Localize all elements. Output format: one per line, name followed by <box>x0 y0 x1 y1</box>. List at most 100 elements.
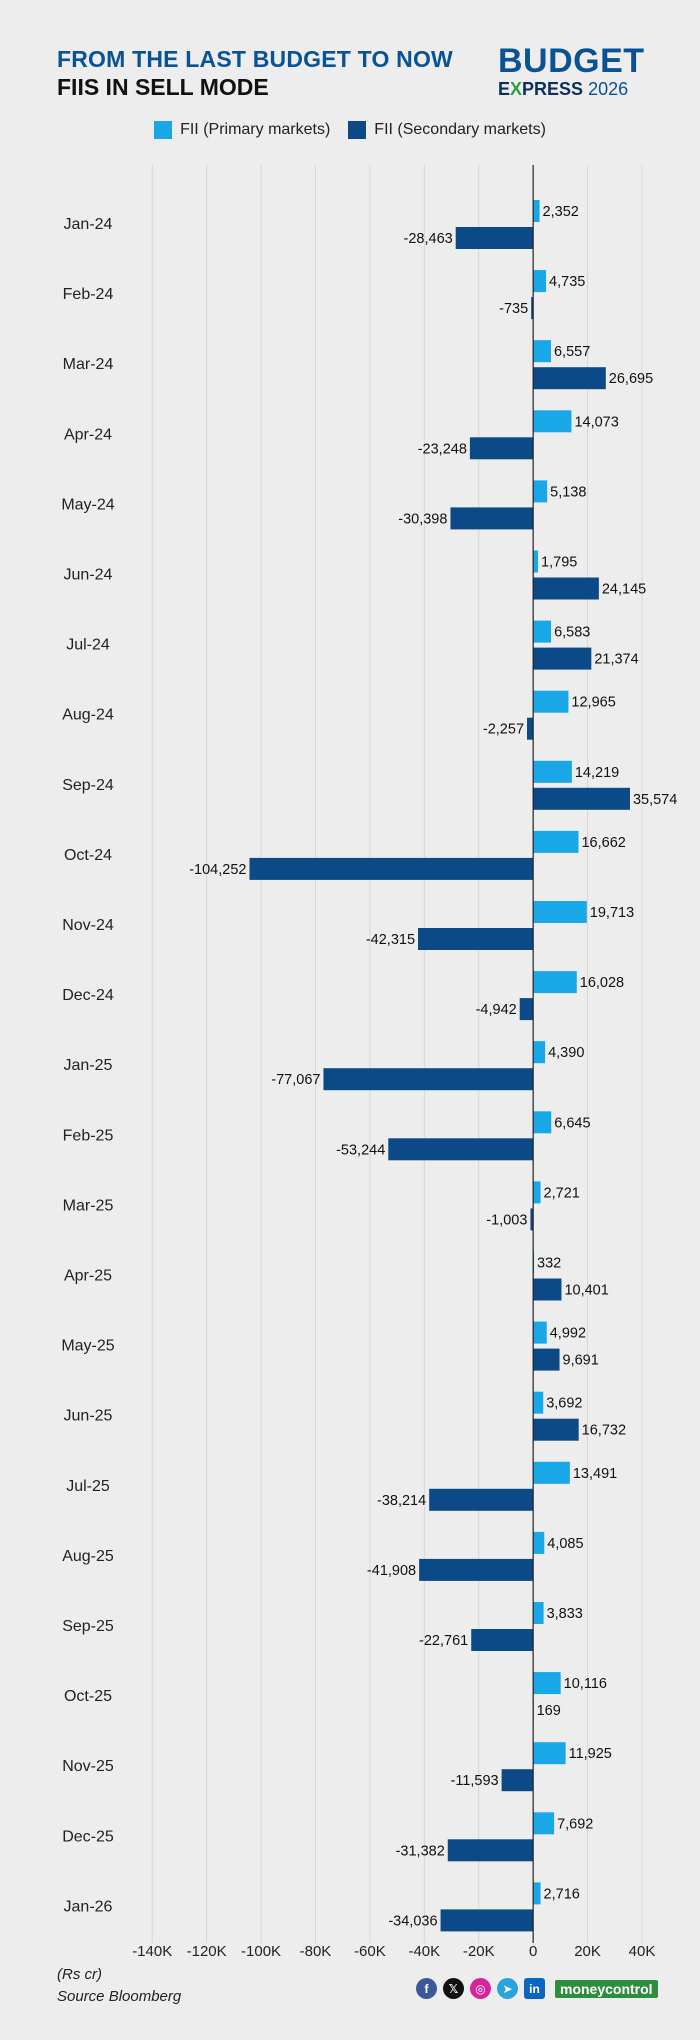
logo-bottom-text: EXPRESS 2026 <box>498 79 629 99</box>
bar-secondary <box>455 227 534 249</box>
data-label-primary: 13,491 <box>573 1466 617 1482</box>
x-tick-label: -140K <box>132 1943 172 1960</box>
data-label-secondary: -22,761 <box>419 1633 468 1649</box>
bar-primary <box>533 340 551 363</box>
bar-primary <box>533 971 577 994</box>
data-label-secondary: 9,691 <box>563 1353 599 1369</box>
bar-secondary <box>533 1418 579 1441</box>
telegram-icon[interactable]: ➤ <box>497 1978 518 1999</box>
bar-primary <box>533 1321 547 1344</box>
bar-secondary <box>533 1348 560 1371</box>
bar-secondary <box>531 297 534 320</box>
linkedin-icon[interactable]: in <box>524 1978 545 1999</box>
data-label-secondary: 10,401 <box>564 1283 608 1299</box>
bar-primary <box>533 270 547 293</box>
bar-primary <box>533 1672 561 1695</box>
bar-secondary <box>527 717 534 740</box>
data-label-primary: 10,116 <box>564 1676 607 1692</box>
category-label: Jan-25 <box>64 1057 113 1074</box>
legend-item-secondary: FII (Secondary markets) <box>348 121 546 139</box>
bar-primary <box>533 200 540 222</box>
legend-label-secondary: FII (Secondary markets) <box>374 121 546 138</box>
data-label-primary: 5,138 <box>550 484 586 500</box>
data-label-primary: 4,085 <box>547 1536 583 1552</box>
data-label-secondary: -30,398 <box>398 511 447 527</box>
bar-secondary <box>418 928 534 950</box>
data-label-primary: 4,992 <box>550 1326 586 1342</box>
bar-secondary <box>533 647 592 670</box>
social-icons: f 𝕏 ◎ ➤ in moneycontrol <box>416 1978 658 1999</box>
x-tick-label: 0 <box>529 1943 537 1960</box>
x-tick-label: -80K <box>300 1943 332 1960</box>
x-icon[interactable]: 𝕏 <box>443 1978 464 1999</box>
bar-primary <box>533 1461 570 1484</box>
x-tick-label: -120K <box>187 1943 227 1960</box>
bar-primary <box>533 830 579 853</box>
bar-secondary <box>249 857 534 880</box>
facebook-icon[interactable]: f <box>416 1978 437 1999</box>
legend-swatch-secondary <box>348 121 367 139</box>
bar-secondary <box>419 1558 534 1581</box>
source-label: Source Bloomberg <box>57 1988 182 2005</box>
category-label: Aug-24 <box>62 707 114 724</box>
instagram-icon[interactable]: ◎ <box>470 1978 491 1999</box>
data-label-secondary: -38,214 <box>377 1493 426 1509</box>
category-label: Dec-25 <box>62 1828 114 1845</box>
bar-primary <box>533 550 539 573</box>
data-label-secondary: -23,248 <box>418 441 467 457</box>
category-label: Nov-25 <box>62 1758 114 1775</box>
bar-secondary <box>429 1488 534 1511</box>
bar-primary <box>533 480 548 503</box>
bar-primary <box>533 1882 541 1905</box>
bar-primary <box>533 760 572 783</box>
data-label-secondary: -31,382 <box>396 1843 445 1859</box>
bar-primary <box>533 1181 541 1204</box>
bar-primary <box>533 1602 544 1624</box>
data-label-secondary: -34,036 <box>388 1913 437 1929</box>
data-label-primary: 19,713 <box>590 905 634 921</box>
chart-title: FROM THE LAST BUDGET TO NOW <box>57 46 453 72</box>
data-label-secondary: -77,067 <box>271 1072 320 1088</box>
data-label-secondary: 26,695 <box>609 371 653 387</box>
bar-secondary <box>447 1839 534 1862</box>
legend-swatch-primary <box>154 121 173 139</box>
bar-primary <box>533 1742 566 1765</box>
bar-secondary <box>533 1278 562 1301</box>
data-label-primary: 3,833 <box>547 1606 583 1622</box>
data-label-secondary: 16,732 <box>582 1423 626 1439</box>
bar-secondary <box>471 1629 534 1651</box>
moneycontrol-logo: moneycontrol <box>555 1979 658 1998</box>
data-label-secondary: -4,942 <box>476 1002 517 1018</box>
bar-primary <box>533 1391 544 1414</box>
x-tick-label: -100K <box>241 1943 281 1960</box>
category-label: Sep-25 <box>62 1618 114 1635</box>
bar-secondary <box>533 577 599 600</box>
bar-primary <box>533 410 572 433</box>
legend-label-primary: FII (Primary markets) <box>180 121 331 138</box>
category-label: Jun-25 <box>64 1408 113 1425</box>
logo-top-text: BUDGET <box>498 42 645 80</box>
data-label-primary: 4,735 <box>549 274 585 290</box>
bar-primary <box>533 901 587 923</box>
category-label: Jan-24 <box>64 216 113 233</box>
unit-label: (Rs cr) <box>57 1966 102 1983</box>
x-tick-label: 40K <box>629 1943 656 1960</box>
data-label-primary: 2,352 <box>543 204 579 220</box>
x-tick-label: -60K <box>354 1943 386 1960</box>
data-label-primary: 11,925 <box>569 1746 612 1762</box>
bar-primary <box>533 1812 555 1835</box>
data-label-primary: 14,073 <box>574 414 618 430</box>
data-label-secondary: 169 <box>537 1703 561 1719</box>
data-label-primary: 332 <box>537 1256 561 1272</box>
bar-secondary <box>440 1909 534 1932</box>
category-label: Aug-25 <box>62 1548 114 1565</box>
category-label: May-24 <box>61 496 114 513</box>
category-label: Jun-24 <box>64 567 113 584</box>
data-label-primary: 1,795 <box>541 555 577 571</box>
data-label-primary: 3,692 <box>546 1396 582 1412</box>
category-label: Oct-25 <box>64 1688 112 1705</box>
category-label: Jul-24 <box>66 637 110 654</box>
bar-primary <box>533 1111 552 1134</box>
bar-secondary <box>501 1769 534 1792</box>
